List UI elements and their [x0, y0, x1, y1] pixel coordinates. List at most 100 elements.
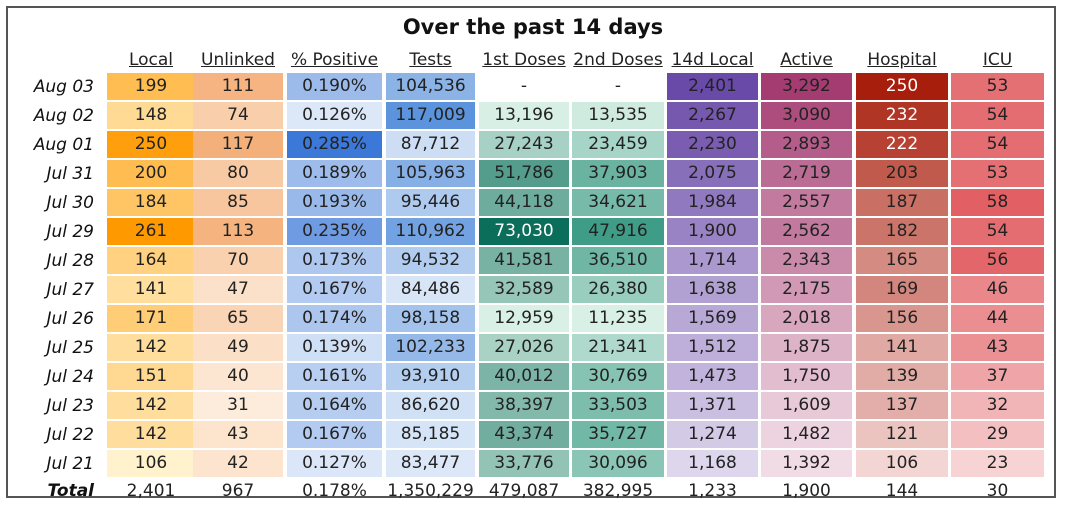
- cell-local: 199: [107, 73, 195, 100]
- cell-icu: 54: [951, 131, 1044, 158]
- cell-14d-local: 2,075: [667, 160, 758, 187]
- column-header-14d-local: 14d Local: [671, 50, 754, 70]
- cell-14d-local: 1,371: [667, 392, 758, 419]
- cell-pct-positive: 0.161%: [287, 363, 382, 390]
- cell-hospital: 137: [856, 392, 948, 419]
- cell-14d-local: 2,230: [667, 131, 758, 158]
- column-header-tests: Tests: [409, 50, 452, 70]
- total-pct-positive: 0.178%: [302, 481, 367, 501]
- row-label: Jul 27: [46, 280, 94, 300]
- cell-14d-local: 1,512: [667, 334, 758, 361]
- cell-local: 250: [107, 131, 195, 158]
- cell-icu: 56: [951, 247, 1044, 274]
- cell-unlinked: 65: [193, 305, 283, 332]
- cell-icu: 32: [951, 392, 1044, 419]
- cell-hospital: 232: [856, 102, 948, 129]
- total-2nd-doses: 382,995: [582, 481, 654, 501]
- cell-pct-positive: 0.127%: [287, 450, 382, 477]
- cell-1st-doses: -: [479, 73, 569, 100]
- cell-unlinked: 113: [193, 218, 283, 245]
- cell-local: 148: [107, 102, 195, 129]
- cell-local: 106: [107, 450, 195, 477]
- cell-icu: 44: [951, 305, 1044, 332]
- cell-tests: 84,486: [386, 276, 475, 303]
- row-label: Aug 02: [33, 106, 94, 126]
- cell-local: 164: [107, 247, 195, 274]
- row-label: Jul 22: [46, 425, 94, 445]
- cell-1st-doses: 44,118: [479, 189, 569, 216]
- cell-14d-local: 1,473: [667, 363, 758, 390]
- cell-unlinked: 70: [193, 247, 283, 274]
- cell-2nd-doses: 33,503: [572, 392, 664, 419]
- cell-icu: 23: [951, 450, 1044, 477]
- cell-active: 2,018: [761, 305, 852, 332]
- cell-14d-local: 2,267: [667, 102, 758, 129]
- cell-1st-doses: 27,243: [479, 131, 569, 158]
- cell-14d-local: 1,569: [667, 305, 758, 332]
- cell-unlinked: 43: [193, 421, 283, 448]
- cell-unlinked: 47: [193, 276, 283, 303]
- cell-2nd-doses: 37,903: [572, 160, 664, 187]
- cell-2nd-doses: 35,727: [572, 421, 664, 448]
- cell-icu: 58: [951, 189, 1044, 216]
- cell-tests: 93,910: [386, 363, 475, 390]
- cell-1st-doses: 32,589: [479, 276, 569, 303]
- cell-unlinked: 111: [193, 73, 283, 100]
- cell-pct-positive: 0.173%: [287, 247, 382, 274]
- cell-icu: 37: [951, 363, 1044, 390]
- cell-14d-local: 1,984: [667, 189, 758, 216]
- column-header-pct-positive: % Positive: [290, 50, 379, 70]
- cell-icu: 43: [951, 334, 1044, 361]
- cell-14d-local: 2,401: [667, 73, 758, 100]
- cell-unlinked: 80: [193, 160, 283, 187]
- column-header-active: Active: [780, 50, 833, 70]
- table-frame: Over the past 14 days Local Unlinked % Pos…: [6, 6, 1056, 501]
- cell-icu: 53: [951, 160, 1044, 187]
- cell-hospital: 187: [856, 189, 948, 216]
- cell-1st-doses: 38,397: [479, 392, 569, 419]
- cell-1st-doses: 43,374: [479, 421, 569, 448]
- cell-hospital: 250: [856, 73, 948, 100]
- cell-2nd-doses: 13,535: [572, 102, 664, 129]
- cell-hospital: 203: [856, 160, 948, 187]
- row-label: Jul 24: [46, 367, 94, 387]
- cell-unlinked: 117: [193, 131, 283, 158]
- cell-active: 3,090: [761, 102, 852, 129]
- cell-local: 141: [107, 276, 195, 303]
- cell-pct-positive: 0.139%: [287, 334, 382, 361]
- total-hospital: 144: [885, 481, 919, 501]
- total-tests: 1,350,229: [387, 481, 474, 501]
- cell-1st-doses: 40,012: [479, 363, 569, 390]
- cell-tests: 104,536: [386, 73, 475, 100]
- row-label: Jul 29: [46, 222, 94, 242]
- cell-unlinked: 74: [193, 102, 283, 129]
- cell-local: 171: [107, 305, 195, 332]
- cell-pct-positive: 0.174%: [287, 305, 382, 332]
- cell-pct-positive: 0.285%: [287, 131, 382, 158]
- cell-local: 151: [107, 363, 195, 390]
- column-header-2nd-doses: 2nd Doses: [573, 50, 663, 70]
- cell-active: 3,292: [761, 73, 852, 100]
- cell-tests: 87,712: [386, 131, 475, 158]
- cell-active: 1,750: [761, 363, 852, 390]
- cell-2nd-doses: 26,380: [572, 276, 664, 303]
- cell-1st-doses: 73,030: [479, 218, 569, 245]
- cell-hospital: 106: [856, 450, 948, 477]
- cell-2nd-doses: 23,459: [572, 131, 664, 158]
- cell-2nd-doses: -: [572, 73, 664, 100]
- cell-2nd-doses: 30,769: [572, 363, 664, 390]
- table-title: Over the past 14 days: [402, 15, 664, 39]
- cell-unlinked: 49: [193, 334, 283, 361]
- cell-14d-local: 1,274: [667, 421, 758, 448]
- cell-2nd-doses: 34,621: [572, 189, 664, 216]
- total-local: 2,401: [126, 481, 176, 501]
- row-label: Jul 28: [46, 251, 94, 271]
- cell-active: 1,609: [761, 392, 852, 419]
- cell-1st-doses: 33,776: [479, 450, 569, 477]
- row-label: Jul 25: [46, 338, 94, 358]
- cell-pct-positive: 0.167%: [287, 421, 382, 448]
- total-label: Total: [47, 481, 94, 501]
- cell-hospital: 222: [856, 131, 948, 158]
- cell-pct-positive: 0.189%: [287, 160, 382, 187]
- total-active: 1,900: [782, 481, 831, 501]
